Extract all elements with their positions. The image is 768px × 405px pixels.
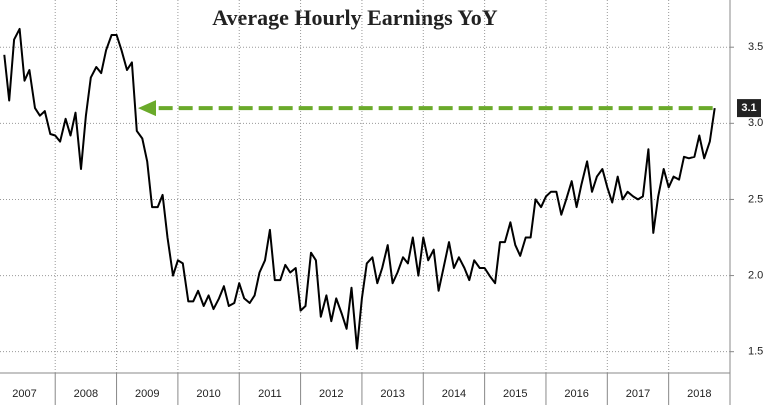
x-tick-label: 2008 <box>74 388 98 400</box>
y-tick-label: 3.5 <box>748 41 763 53</box>
last-value-box <box>737 99 761 118</box>
chart-title: Average Hourly Earnings YoY <box>212 5 497 30</box>
x-tick-label: 2016 <box>564 388 588 400</box>
y-tick-label: 3.0 <box>748 117 763 129</box>
x-tick-label: 2009 <box>135 388 159 400</box>
line <box>3 27 716 350</box>
x-tick-label: 2015 <box>503 388 527 400</box>
y-tick-label: 1.5 <box>748 346 763 358</box>
x-tick-label: 2012 <box>319 388 343 400</box>
x-tick-label: 2018 <box>687 388 711 400</box>
y-tick-label: 2.5 <box>748 193 763 205</box>
y-tick-label: 2.0 <box>748 269 763 281</box>
annotation-arrowhead <box>138 100 156 117</box>
last-value-label: 3.1 <box>741 102 756 114</box>
x-tick-label: 2011 <box>258 388 282 400</box>
x-tick-label: 2007 <box>12 388 36 400</box>
x-tick-label: 2014 <box>442 388 466 400</box>
x-tick-label: 2013 <box>380 388 404 400</box>
x-tick-label: 2010 <box>196 388 220 400</box>
x-tick-label: 2017 <box>626 388 650 400</box>
